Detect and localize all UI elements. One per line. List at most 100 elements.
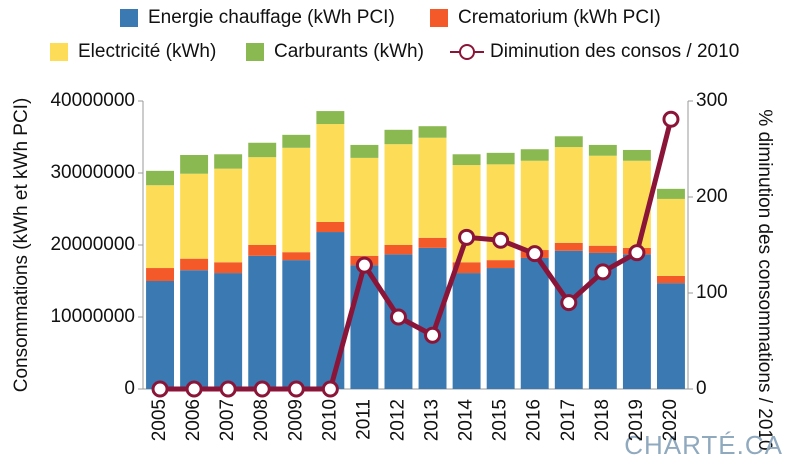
x-tick-label: 2010 bbox=[319, 399, 340, 441]
line-marker bbox=[287, 380, 305, 398]
bar-segment bbox=[180, 173, 209, 259]
bar-segment bbox=[622, 254, 651, 389]
y2-tick-label: 200 bbox=[696, 186, 728, 207]
bar-segment bbox=[214, 262, 243, 274]
bar-segment bbox=[384, 245, 413, 255]
bar-segment bbox=[520, 160, 549, 251]
y-tick-label: 10000000 bbox=[50, 306, 135, 327]
legend-swatch bbox=[246, 43, 264, 61]
line-marker bbox=[424, 326, 442, 344]
line-marker bbox=[662, 110, 680, 128]
legend-label: Diminution des consos / 2010 bbox=[490, 41, 739, 62]
line-marker bbox=[321, 380, 339, 398]
x-tick-label: 2013 bbox=[422, 399, 443, 441]
legend-label: Energie chauffage (kWh PCI) bbox=[148, 7, 395, 28]
x-tick-label: 2018 bbox=[592, 399, 613, 441]
bar-segment bbox=[248, 255, 277, 389]
bar-segment bbox=[588, 245, 617, 253]
x-tick-label: 2017 bbox=[558, 399, 579, 441]
line-marker bbox=[219, 380, 237, 398]
y2-tick-label: 100 bbox=[696, 282, 728, 303]
legend-label: Electricité (kWh) bbox=[78, 41, 216, 62]
bar-segment bbox=[622, 160, 651, 248]
line-marker bbox=[560, 294, 578, 312]
line-marker bbox=[628, 244, 646, 262]
bar-segment bbox=[214, 168, 243, 263]
bar-segment bbox=[657, 198, 685, 276]
line-marker bbox=[185, 380, 203, 398]
bar-segment bbox=[248, 142, 277, 158]
bar-segment bbox=[588, 144, 617, 156]
x-tick-label: 2014 bbox=[456, 399, 477, 442]
bar-segment bbox=[350, 144, 379, 158]
bar-segment bbox=[180, 155, 209, 174]
bar-segment bbox=[146, 268, 174, 281]
bar-segment bbox=[350, 157, 379, 256]
bar-segment bbox=[282, 252, 311, 261]
line bbox=[160, 118, 674, 392]
bar-segment bbox=[622, 149, 651, 161]
bar-segment bbox=[657, 283, 685, 389]
bar-segment bbox=[554, 136, 583, 148]
x-tick-label: 2020 bbox=[660, 399, 681, 441]
bar-segment bbox=[486, 260, 515, 269]
y2-tick-label: 0 bbox=[696, 378, 707, 399]
bar-segment bbox=[146, 185, 174, 269]
bar-segment bbox=[554, 242, 583, 251]
y-tick-label: 0 bbox=[124, 378, 135, 399]
bar-segment bbox=[180, 258, 209, 271]
y2-axis-label: % diminution des consommations / 2010 bbox=[754, 109, 775, 450]
x-tick-label: 2007 bbox=[217, 399, 238, 441]
bar-segment bbox=[452, 262, 481, 274]
bar-segment bbox=[657, 275, 685, 284]
bar-segment bbox=[657, 188, 685, 199]
watermark: CHARTÉ.CA bbox=[624, 430, 783, 460]
bar-segment bbox=[282, 147, 311, 253]
bar-segment bbox=[214, 273, 243, 389]
bar-segment bbox=[282, 260, 311, 389]
x-tick-label: 2011 bbox=[353, 399, 374, 440]
bar-segment bbox=[316, 111, 345, 125]
y-axis-label: Consommations (kWh et kWh PCI) bbox=[11, 98, 32, 393]
bar-segment bbox=[554, 147, 583, 243]
bar-segment bbox=[350, 265, 379, 389]
bar-segment bbox=[248, 157, 277, 245]
bar-segment bbox=[486, 152, 515, 165]
bar-segment bbox=[418, 137, 447, 238]
bar-segment bbox=[316, 124, 345, 222]
bar-segment bbox=[316, 221, 345, 233]
x-tick-label: 2006 bbox=[183, 399, 204, 441]
x-tick-label: 2005 bbox=[149, 399, 170, 441]
y2-tick-label: 300 bbox=[696, 90, 728, 111]
line-marker bbox=[458, 228, 476, 246]
line-marker bbox=[389, 308, 407, 326]
bar-segment bbox=[282, 134, 311, 148]
bar-segment bbox=[520, 257, 549, 389]
legend-swatch bbox=[120, 9, 138, 27]
bar-segment bbox=[452, 165, 481, 263]
legend-label: Crematorium (kWh PCI) bbox=[458, 7, 661, 28]
x-tick-label: 2015 bbox=[490, 399, 511, 441]
line-marker bbox=[355, 256, 373, 274]
bar-segment bbox=[418, 247, 447, 389]
bar-segment bbox=[146, 170, 174, 186]
legend-swatch bbox=[430, 9, 448, 27]
x-tick-label: 2019 bbox=[626, 399, 647, 441]
bar-segment bbox=[452, 273, 481, 389]
line-marker bbox=[151, 380, 169, 398]
bar-segment bbox=[418, 126, 447, 138]
y-tick-label: 40000000 bbox=[50, 90, 135, 111]
bar-segment bbox=[520, 149, 549, 161]
y-tick-label: 30000000 bbox=[50, 162, 135, 183]
bar-segment bbox=[316, 232, 345, 389]
bar-segment bbox=[214, 154, 243, 169]
x-tick-label: 2008 bbox=[251, 399, 272, 441]
legend-swatch bbox=[50, 43, 68, 61]
bar-segment bbox=[146, 281, 174, 389]
line-marker bbox=[594, 263, 612, 281]
legend-swatch bbox=[459, 44, 475, 60]
x-tick-label: 2016 bbox=[524, 399, 545, 441]
y-tick-label: 20000000 bbox=[50, 234, 135, 255]
bar-segment bbox=[248, 245, 277, 256]
